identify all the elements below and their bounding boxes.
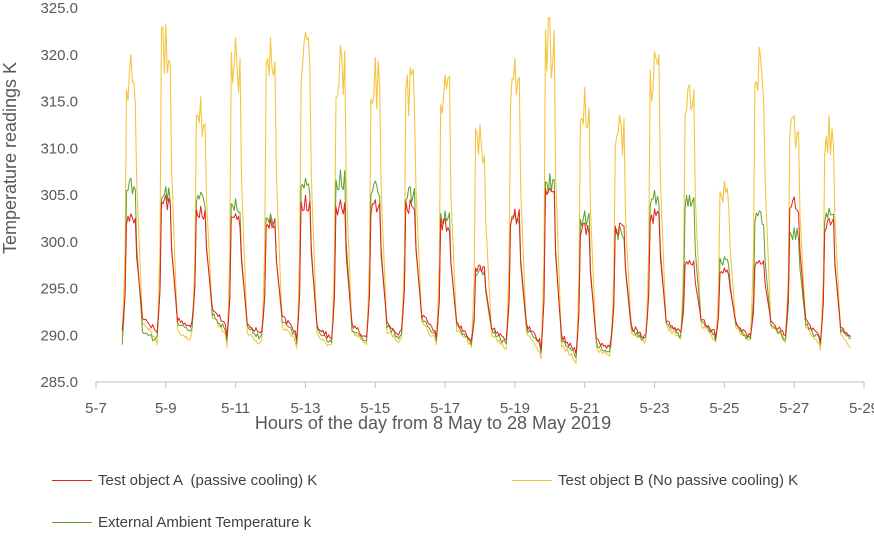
x-axis-title: Hours of the day from 8 May to 28 May 20… [255,413,611,433]
y-axis-tick-labels: 285.0 290.0 295.0 300.0 305.0 310.0 315.0 320.0… [40,0,78,391]
x-tick-label: 5-19 [500,400,530,417]
y-tick-label: 320.0 [40,47,78,64]
y-tick-label: 285.0 [40,374,78,391]
x-axis: 5-7 5-9 5-11 5-13 5-15 5-17 5-19 5-21 5-23 5-25 5-… [85,381,874,417]
series-line-test-object-b [121,16,852,364]
series-layer [121,16,852,364]
x-tick-label: 5-23 [640,400,670,417]
x-tick-label: 5-13 [290,400,320,417]
legend-swatch-test-object-b [512,480,552,481]
legend-swatch-test-object-a [52,480,92,481]
y-tick-label: 290.0 [40,327,78,344]
legend-label-test-object-b: Test object B (No passive cooling) K [558,472,799,489]
legend-swatch-ambient-temperature [52,522,92,523]
x-tick-label: 5-7 [85,400,107,417]
y-tick-label: 305.0 [40,187,78,204]
legend-item-test-object-b: Test object B (No passive cooling) K [512,472,798,489]
x-tick-label: 5-21 [570,400,600,417]
legend-item-ambient-temperature: External Ambient Temperature k [52,514,311,531]
x-tick-label: 5-27 [779,400,809,417]
line-chart: 285.0 290.0 295.0 300.0 305.0 310.0 315.0 320.0… [0,0,874,433]
series-line-ambient-temperature [121,169,851,359]
y-tick-label: 325.0 [40,0,78,17]
legend-label-ambient-temperature: External Ambient Temperature k [98,514,312,531]
legend-label-test-object-a: Test object A (passive cooling) K [98,472,318,489]
legend-item-test-object-a: Test object A (passive cooling) K [52,472,317,489]
x-tick-label: 5-9 [155,400,177,417]
y-axis-title: Temperature readings K [0,62,20,254]
x-tick-label: 5-29 [849,400,874,417]
y-tick-label: 315.0 [40,94,78,111]
x-tick-label: 5-15 [360,400,390,417]
x-tick-label: 5-11 [221,400,250,417]
x-tick-label: 5-25 [709,400,739,417]
series-line-test-object-a [121,188,852,355]
y-tick-label: 310.0 [40,140,78,157]
y-tick-label: 300.0 [40,234,78,251]
y-tick-label: 295.0 [40,281,78,298]
x-tick-label: 5-17 [430,400,460,417]
